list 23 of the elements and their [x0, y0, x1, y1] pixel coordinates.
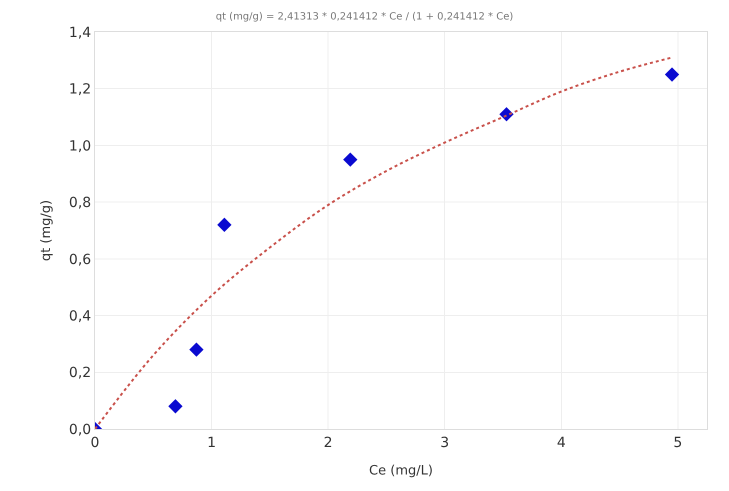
y-tick-label: 1,2 [68, 82, 92, 98]
y-tick-label: 0,8 [68, 195, 92, 212]
y-tick-label: 0,6 [68, 252, 92, 268]
y-tick-label: 0,2 [68, 365, 92, 382]
x-tick-label: 4 [556, 434, 566, 451]
x-tick-label: 3 [440, 434, 450, 451]
x-axis-title: Ce (mg/L) [369, 463, 433, 478]
y-axis-title: qt (mg/g) [38, 200, 54, 262]
y-tick-label: 0,4 [68, 308, 92, 324]
x-tick-label: 1 [207, 434, 216, 451]
y-tick-label: 1,4 [68, 24, 92, 41]
x-tick-label: 5 [673, 434, 682, 451]
point [217, 218, 232, 232]
x-tick-label: 2 [324, 434, 333, 451]
point [168, 399, 183, 414]
point [343, 152, 358, 167]
y-tick-label: 0,0 [68, 422, 92, 438]
point [189, 342, 204, 357]
y-tick-label: 1,0 [68, 138, 92, 154]
chart-title: qt (mg/g) = 2,41313 * 0,241412 * Ce / (1 + 0,241412 * Ce) [216, 11, 514, 22]
point [664, 67, 680, 82]
x-tick-label: 0 [90, 434, 100, 451]
line-series [95, 56, 674, 429]
